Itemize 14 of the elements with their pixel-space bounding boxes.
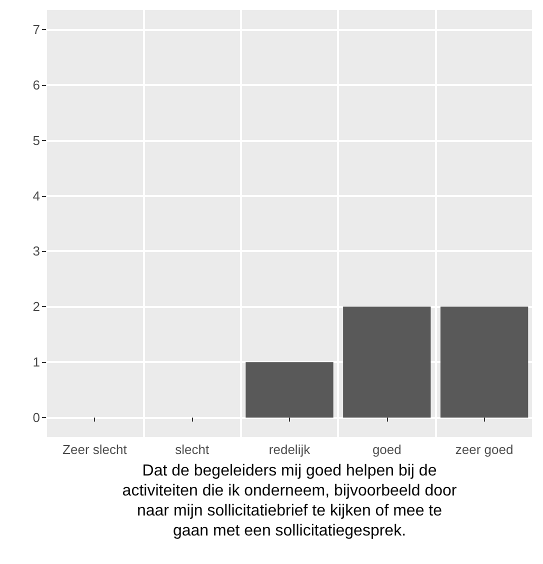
x-tick-label: Zeer slecht [62, 442, 128, 457]
x-tick-label: redelijk [268, 442, 311, 457]
y-tick-label: 1 [32, 354, 40, 370]
x-axis-title: Dat de begeleiders mij goed helpen bij de activiteiten die ik onderneem, bijvoorbeeld door naar mijn sollicitatiebrief te kijken of mee te gaan met een sollicitatiegesprek. [122, 462, 458, 540]
x-tick-label: zeer goed [455, 442, 514, 457]
y-tick-label: 6 [32, 77, 40, 92]
y-tick-label: 4 [32, 188, 40, 204]
y-tick-label: 2 [32, 299, 40, 314]
x-tick-label: goed [372, 442, 402, 457]
y-tick-label: 0 [32, 410, 40, 426]
y-tick-label: 5 [32, 132, 40, 148]
y-tick-label: 3 [32, 244, 40, 259]
x-tick-label: slecht [175, 442, 210, 457]
y-tick-label: 7 [32, 22, 40, 37]
